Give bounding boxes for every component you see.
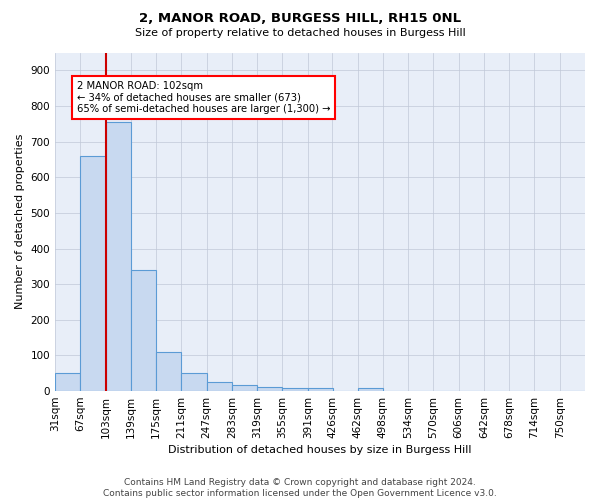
Bar [232,385,257,391]
Text: Size of property relative to detached houses in Burgess Hill: Size of property relative to detached ho… [134,28,466,38]
Bar [156,352,181,391]
Y-axis label: Number of detached properties: Number of detached properties [15,134,25,310]
Bar [283,388,308,391]
Text: Contains HM Land Registry data © Crown copyright and database right 2024.
Contai: Contains HM Land Registry data © Crown c… [103,478,497,498]
Text: 2 MANOR ROAD: 102sqm
← 34% of detached houses are smaller (673)
65% of semi-deta: 2 MANOR ROAD: 102sqm ← 34% of detached h… [77,81,331,114]
Bar [55,372,80,391]
Bar [181,373,206,391]
Text: 2, MANOR ROAD, BURGESS HILL, RH15 0NL: 2, MANOR ROAD, BURGESS HILL, RH15 0NL [139,12,461,26]
Bar [80,156,106,391]
Bar [131,270,156,391]
Bar [206,382,232,391]
Bar [257,387,283,391]
Bar [106,122,131,391]
Bar [358,388,383,391]
X-axis label: Distribution of detached houses by size in Burgess Hill: Distribution of detached houses by size … [168,445,472,455]
Bar [308,388,333,391]
